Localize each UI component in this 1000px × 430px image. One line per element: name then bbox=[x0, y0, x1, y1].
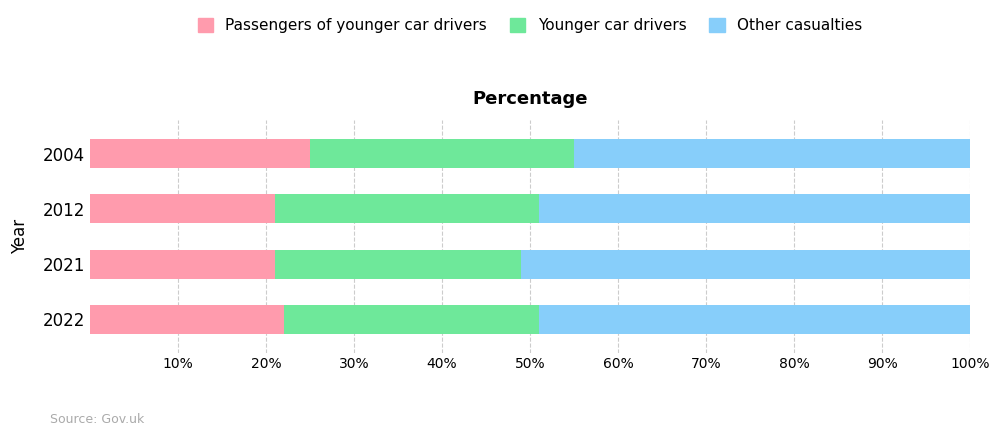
Bar bbox=[539, 305, 970, 334]
Bar bbox=[90, 305, 284, 334]
Bar bbox=[310, 139, 574, 168]
X-axis label: Percentage: Percentage bbox=[472, 90, 588, 108]
Bar bbox=[90, 139, 310, 168]
Bar bbox=[275, 250, 521, 279]
Bar bbox=[284, 305, 539, 334]
Bar bbox=[90, 194, 275, 223]
Bar bbox=[90, 250, 275, 279]
Legend: Passengers of younger car drivers, Younger car drivers, Other casualties: Passengers of younger car drivers, Young… bbox=[192, 12, 868, 39]
Bar bbox=[275, 194, 539, 223]
Bar bbox=[539, 194, 970, 223]
Text: Source: Gov.uk: Source: Gov.uk bbox=[50, 413, 144, 426]
Y-axis label: Year: Year bbox=[11, 219, 29, 254]
Bar bbox=[574, 139, 970, 168]
Bar bbox=[521, 250, 970, 279]
